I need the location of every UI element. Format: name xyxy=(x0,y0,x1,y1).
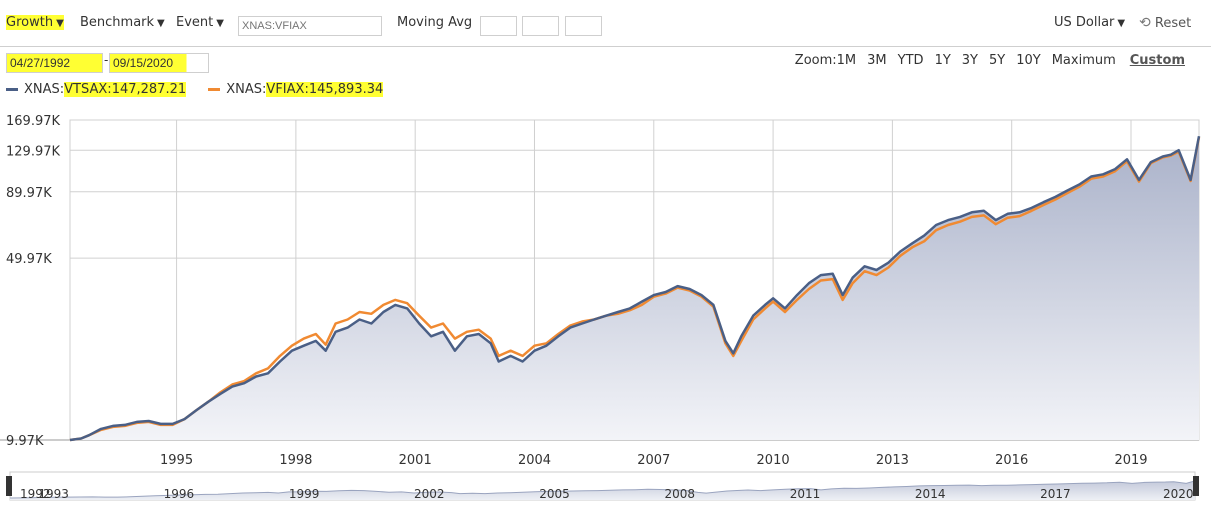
zoom-maximum[interactable]: Maximum xyxy=(1051,53,1116,68)
caret-down-icon: ▼ xyxy=(56,18,64,29)
x-tick-label: 1998 xyxy=(279,453,312,468)
navigator-handle-right xyxy=(1193,476,1199,496)
zoom-1y[interactable]: 1Y xyxy=(934,53,951,68)
currency-dropdown[interactable]: US Dollar ▼ xyxy=(1054,15,1125,30)
caret-down-icon: ▼ xyxy=(157,18,165,29)
navigator-year-label: 2020 xyxy=(1163,487,1194,501)
legend-value: 147,287.21 xyxy=(111,82,187,97)
benchmark-dropdown[interactable]: Benchmark ▼ xyxy=(80,15,165,30)
area-fill xyxy=(70,136,1199,440)
zoom-label: Zoom: xyxy=(794,53,837,68)
navigator-year-label: 1999 xyxy=(289,487,320,501)
x-tick-label: 1995 xyxy=(160,453,193,468)
x-axis-labels: 1995 1998 2001 2004 2007 2010 2013 2016 2019 xyxy=(160,453,1148,468)
growth-chart[interactable]: 169.97K 129.97K 89.97K 49.97K 9.97K 1995 1998… xyxy=(0,112,1211,526)
zoom-10y[interactable]: 10Y xyxy=(1016,53,1041,68)
symbol-search-input[interactable] xyxy=(238,16,382,36)
end-date-input[interactable] xyxy=(109,53,209,73)
series-line-vfiax xyxy=(69,136,1201,442)
navigator-year-label: 2017 xyxy=(1040,487,1071,501)
x-tick-label: 2004 xyxy=(518,453,551,468)
reset-icon: ⟲ xyxy=(1139,15,1151,31)
navigator-year-label: 2014 xyxy=(915,487,946,501)
navigator-year-label: 1992 xyxy=(20,487,51,501)
chart-toolbar: Growth▼ Benchmark▼ Event▼ Moving Avg US … xyxy=(0,4,1211,47)
navigator-year-label: 1993 xyxy=(38,487,69,501)
moving-avg-input-1[interactable] xyxy=(480,16,517,36)
start-date-input[interactable] xyxy=(6,53,103,73)
navigator-year-label: 2005 xyxy=(539,487,570,501)
series-lines xyxy=(69,135,1201,442)
x-tick-label: 2016 xyxy=(995,453,1028,468)
reset-button[interactable]: ⟲ Reset xyxy=(1139,15,1191,31)
legend-sep: : xyxy=(304,82,309,97)
moving-avg-input-3[interactable] xyxy=(565,16,602,36)
y-axis-labels: 169.97K 129.97K 89.97K 49.97K 9.97K xyxy=(6,114,60,449)
legend-symbol: VFIAX xyxy=(266,82,305,97)
y-tick-label: 49.97K xyxy=(6,252,52,267)
x-tick-label: 2019 xyxy=(1114,453,1147,468)
navigator-year-label: 2002 xyxy=(414,487,445,501)
zoom-bar: Zoom:1M 3M YTD 1Y 3Y 5Y 10Y Maximum Custom xyxy=(795,53,1185,68)
series-line-vtsax xyxy=(69,135,1201,442)
legend-swatch-vtsax xyxy=(6,88,18,91)
growth-label: Growth xyxy=(6,15,54,30)
x-tick-label: 2013 xyxy=(876,453,909,468)
moving-avg-input-2[interactable] xyxy=(522,16,559,36)
growth-dropdown[interactable]: Growth ▼ xyxy=(6,15,64,30)
legend-swatch-vfiax xyxy=(208,88,221,91)
reset-label: Reset xyxy=(1154,16,1192,31)
legend-symbol: VTSAX xyxy=(64,82,108,97)
event-dropdown[interactable]: Event ▼ xyxy=(176,15,224,30)
x-tick-label: 2007 xyxy=(637,453,670,468)
legend-value: 145,893.34 xyxy=(308,82,384,97)
legend-sep: : xyxy=(107,82,112,97)
navigator-year-label: 2011 xyxy=(790,487,821,501)
navigator-year-label: 1996 xyxy=(164,487,195,501)
caret-down-icon: ▼ xyxy=(216,18,224,29)
y-tick-label: 9.97K xyxy=(6,434,44,449)
navigator-line xyxy=(9,480,1196,499)
benchmark-label: Benchmark xyxy=(80,15,155,30)
x-tick-label: 2001 xyxy=(399,453,432,468)
y-tick-label: 129.97K xyxy=(6,144,60,159)
zoom-custom[interactable]: Custom xyxy=(1129,53,1185,68)
navigator-handle-left xyxy=(6,476,12,496)
currency-label: US Dollar xyxy=(1054,15,1115,30)
moving-avg-label: Moving Avg xyxy=(397,15,473,30)
zoom-1m[interactable]: 1M xyxy=(836,53,857,68)
y-tick-label: 89.97K xyxy=(6,186,52,201)
navigator-year-label: 2008 xyxy=(664,487,695,501)
y-tick-label: 169.97K xyxy=(6,114,60,129)
x-tick-label: 2010 xyxy=(757,453,790,468)
chart-legend: XNAS:VTSAX:147,287.21 XNAS:VFIAX:145,893… xyxy=(6,82,401,97)
date-range-separator: - xyxy=(104,53,109,67)
legend-prefix: XNAS: xyxy=(226,82,267,97)
legend-item-vtsax[interactable]: XNAS:VTSAX:147,287.21 xyxy=(6,82,187,97)
caret-down-icon: ▼ xyxy=(1117,18,1126,29)
event-label: Event xyxy=(176,15,214,30)
zoom-3m[interactable]: 3M xyxy=(867,53,887,68)
legend-prefix: XNAS: xyxy=(24,82,65,97)
zoom-3y[interactable]: 3Y xyxy=(961,53,978,68)
legend-item-vfiax[interactable]: XNAS:VFIAX:145,893.34 xyxy=(208,82,384,97)
zoom-ytd[interactable]: YTD xyxy=(897,53,924,68)
zoom-5y[interactable]: 5Y xyxy=(989,53,1006,68)
